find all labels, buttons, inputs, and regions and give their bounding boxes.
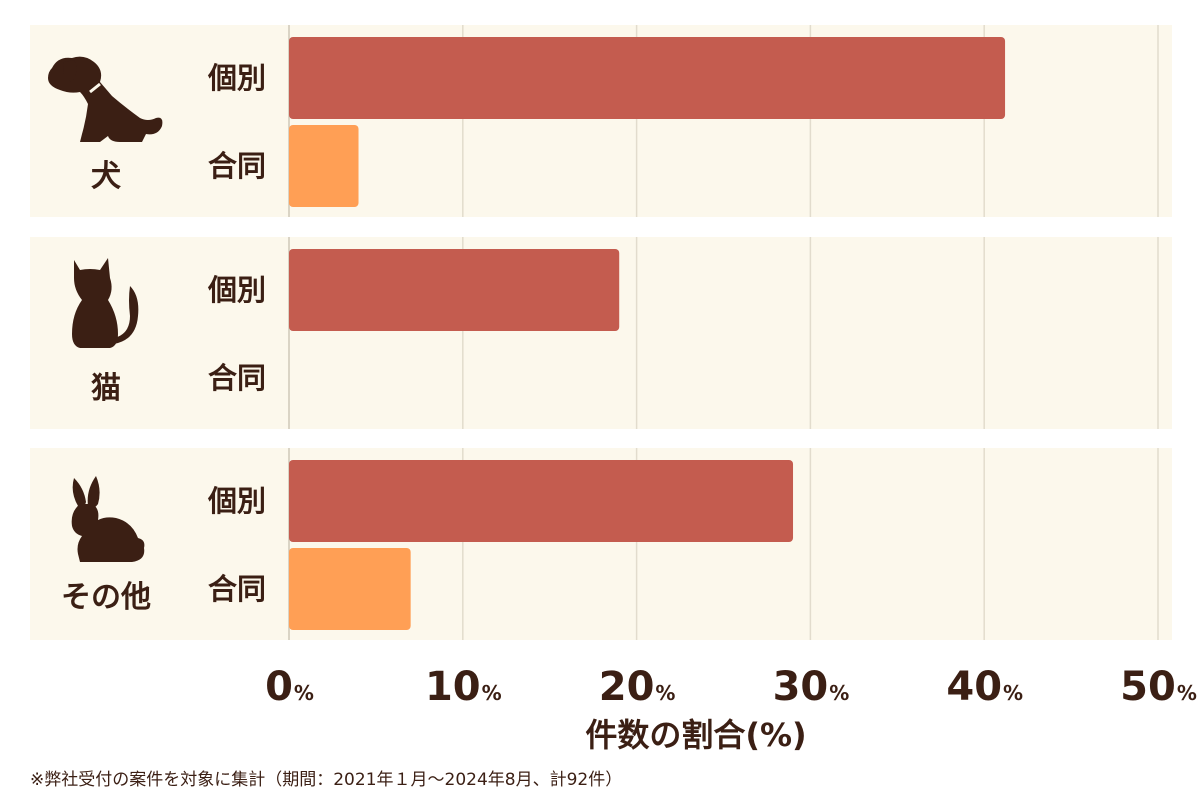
x-tick-unit: %: [294, 681, 314, 705]
series-label: 合同: [208, 149, 266, 183]
category-label: 犬: [91, 159, 121, 194]
x-tick-labels: 0% 10% 20% 30% 40% 50%: [265, 664, 1197, 710]
series-label: 個別: [207, 61, 266, 95]
bar-個別-その他: [289, 460, 794, 542]
series-label: 個別: [207, 273, 266, 307]
series-label: 合同: [208, 572, 266, 606]
bar-合同-その他: [289, 548, 411, 630]
dog-icon: [48, 56, 163, 142]
x-tick-label: 30: [773, 664, 829, 710]
icons: [48, 56, 163, 562]
x-tick-unit: %: [1177, 681, 1197, 705]
cat-icon: [72, 258, 139, 348]
bar-合同-犬: [289, 125, 359, 207]
category-label: その他: [61, 580, 151, 615]
x-tick-label: 10: [425, 664, 481, 710]
series-label: 個別: [207, 484, 266, 518]
x-tick-label: 0: [265, 664, 293, 710]
bar-個別-犬: [289, 37, 1006, 119]
x-tick-label: 40: [946, 664, 1002, 710]
rabbit-icon: [71, 476, 145, 562]
x-tick-label: 20: [599, 664, 655, 710]
x-tick-unit: %: [482, 681, 502, 705]
bars: [289, 37, 1006, 630]
x-tick-unit: %: [829, 681, 849, 705]
bar-個別-猫: [289, 249, 620, 331]
series-label: 合同: [208, 361, 266, 395]
category-label: 猫: [91, 371, 121, 406]
x-tick-unit: %: [1003, 681, 1023, 705]
footnote: ※弊社受付の案件を対象に集計（期間：2021年１月～2024年8月、計92件）: [30, 770, 622, 790]
x-axis-title: 件数の割合(%): [585, 716, 806, 754]
x-tick-unit: %: [655, 681, 675, 705]
x-tick-label: 50: [1120, 664, 1176, 710]
